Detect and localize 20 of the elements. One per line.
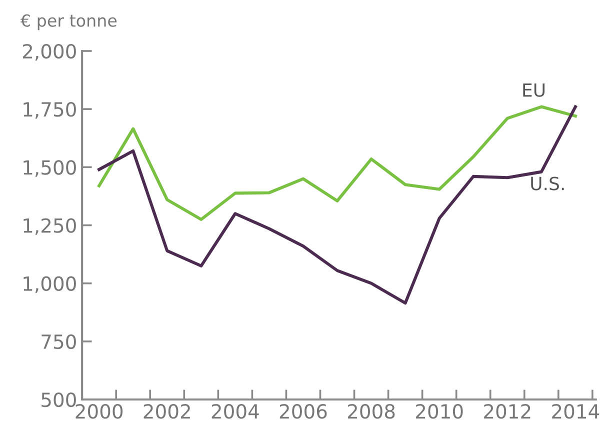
series-label: U.S. — [531, 176, 564, 190]
y-tick-label: 1,750 — [24, 102, 76, 119]
series-label: EU — [523, 83, 544, 97]
y-tick-label: 1,500 — [24, 160, 76, 177]
y-tick-label: 2,000 — [22, 44, 76, 61]
x-tick-label: 2002 — [144, 404, 190, 419]
x-tick-label: 2010 — [416, 404, 463, 419]
y-axis-title: € per tonne — [20, 14, 117, 30]
y-tick-label: 750 — [42, 334, 76, 350]
line-series — [98, 105, 577, 221]
y-tick-label: 1,250 — [24, 218, 76, 235]
x-tick-label: 2006 — [280, 404, 327, 419]
x-tick-label: 2014 — [552, 404, 600, 419]
y-tick-label: 500 — [42, 392, 76, 408]
y-tick-label: 1,000 — [24, 276, 76, 293]
x-tick-label: 2012 — [484, 404, 530, 419]
x-tick-label: 2004 — [212, 404, 259, 419]
x-tick-label: 2008 — [348, 404, 395, 419]
x-tick-label: 2000 — [76, 404, 123, 419]
line-series — [98, 105, 577, 305]
